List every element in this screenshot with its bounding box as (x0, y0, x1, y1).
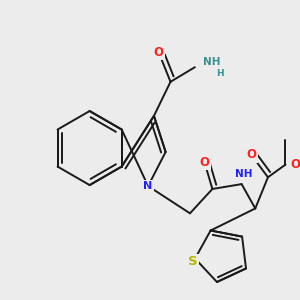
Text: O: O (154, 46, 164, 59)
Text: NH: NH (235, 169, 252, 179)
Text: S: S (188, 255, 198, 268)
Text: O: O (246, 148, 256, 161)
Text: O: O (290, 158, 300, 171)
Text: NH: NH (203, 57, 220, 67)
Text: N: N (143, 181, 153, 191)
Text: H: H (216, 68, 224, 77)
Text: O: O (200, 156, 210, 169)
